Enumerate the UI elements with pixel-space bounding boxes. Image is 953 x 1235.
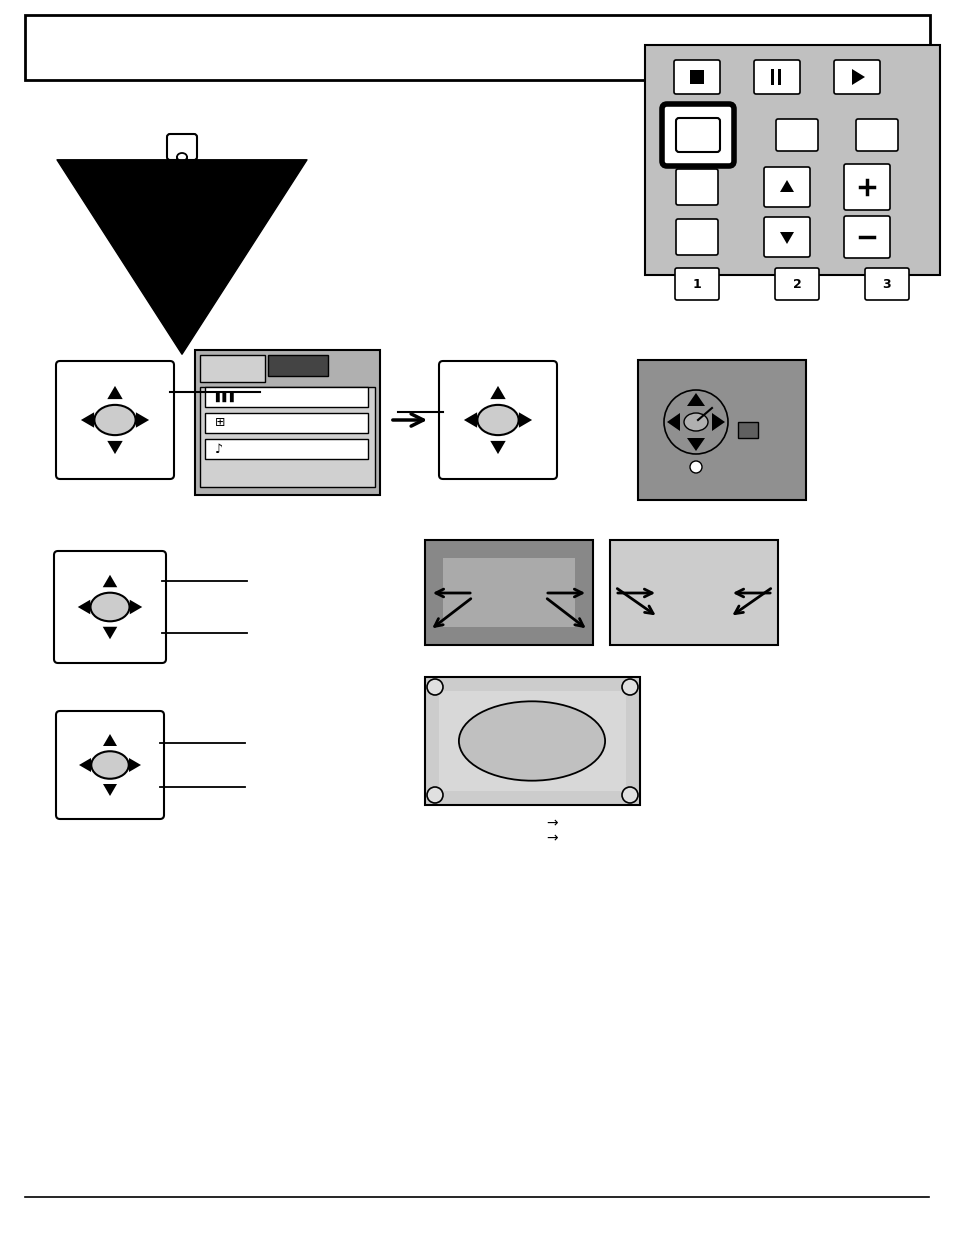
FancyBboxPatch shape [676,119,720,152]
Bar [177,157,187,177]
Bar [205,387,368,408]
Bar [205,412,368,433]
Polygon shape [107,385,123,399]
Ellipse shape [91,593,130,621]
Polygon shape [780,232,793,245]
Text: →: → [546,816,558,830]
Bar [438,692,625,790]
FancyBboxPatch shape [661,104,733,165]
FancyBboxPatch shape [161,270,203,317]
Polygon shape [518,412,532,427]
Polygon shape [780,180,793,191]
Polygon shape [135,412,149,427]
FancyBboxPatch shape [855,119,897,151]
Bar [689,70,703,84]
FancyBboxPatch shape [774,268,818,300]
FancyBboxPatch shape [775,119,817,151]
Polygon shape [103,784,117,797]
Text: ⊞: ⊞ [214,416,225,430]
Bar [200,354,265,382]
Polygon shape [103,734,117,746]
Text: →: → [546,831,558,845]
Circle shape [689,461,701,473]
Text: ▌▌▌: ▌▌▌ [214,391,237,403]
FancyBboxPatch shape [676,169,718,205]
Ellipse shape [177,153,187,161]
Polygon shape [129,758,141,772]
Bar [25,15,929,80]
Bar [424,677,639,805]
Ellipse shape [476,405,518,435]
Bar [268,354,328,375]
FancyBboxPatch shape [833,61,879,94]
Ellipse shape [177,252,187,261]
FancyBboxPatch shape [675,268,719,300]
Bar [609,540,778,645]
Text: 3: 3 [882,278,890,290]
Polygon shape [666,412,679,431]
Polygon shape [107,441,123,454]
FancyBboxPatch shape [763,167,809,207]
Polygon shape [81,412,94,427]
FancyBboxPatch shape [864,268,908,300]
FancyBboxPatch shape [673,61,720,94]
Bar [738,422,758,438]
FancyBboxPatch shape [56,361,173,479]
FancyBboxPatch shape [763,217,809,257]
Circle shape [621,679,638,695]
FancyBboxPatch shape [167,135,196,161]
Circle shape [427,679,442,695]
Circle shape [169,235,194,261]
FancyBboxPatch shape [161,172,203,219]
Text: 2: 2 [792,278,801,290]
Bar [205,438,368,459]
Polygon shape [130,600,142,614]
Bar [424,540,593,645]
FancyBboxPatch shape [676,219,718,254]
Polygon shape [490,441,505,454]
Polygon shape [851,69,864,85]
Circle shape [621,787,638,803]
Polygon shape [463,412,476,427]
Polygon shape [103,626,117,640]
Text: ♪: ♪ [214,442,223,456]
Circle shape [427,787,442,803]
FancyBboxPatch shape [54,551,166,663]
FancyBboxPatch shape [438,361,557,479]
Ellipse shape [94,405,135,435]
Polygon shape [79,758,91,772]
Polygon shape [78,600,91,614]
Polygon shape [103,574,117,587]
Polygon shape [778,69,781,85]
Polygon shape [686,438,704,451]
Polygon shape [711,412,724,431]
Polygon shape [490,385,505,399]
Bar [194,350,379,495]
Polygon shape [770,69,773,85]
Bar [200,387,375,487]
Bar [177,256,187,275]
Polygon shape [686,393,704,406]
Bar [442,558,575,627]
Ellipse shape [458,701,604,781]
FancyBboxPatch shape [843,216,889,258]
Ellipse shape [91,751,129,779]
Bar [644,44,939,275]
FancyBboxPatch shape [843,164,889,210]
Text: 1: 1 [692,278,700,290]
FancyBboxPatch shape [753,61,800,94]
FancyBboxPatch shape [56,711,164,819]
Bar [638,359,805,500]
Ellipse shape [683,412,707,431]
